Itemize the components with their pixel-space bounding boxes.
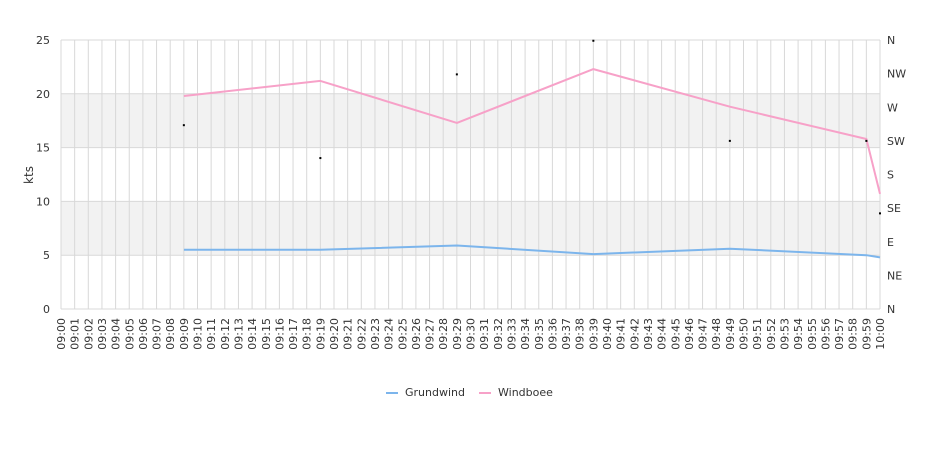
x-tick-label: 09:11 (205, 318, 218, 350)
x-tick-label: 09:20 (328, 318, 341, 350)
x-tick-label: 09:47 (697, 318, 710, 350)
legend-label[interactable]: Windboee (498, 386, 553, 399)
x-tick-label: 09:51 (751, 318, 764, 350)
y-axis-title: kts (22, 166, 36, 184)
direction-point (728, 139, 731, 142)
x-tick-label: 09:48 (710, 318, 723, 350)
direction-point (592, 39, 595, 42)
legend-label[interactable]: Grundwind (405, 386, 465, 399)
x-tick-label: 09:52 (765, 318, 778, 350)
x-tick-label: 09:17 (287, 318, 300, 350)
x-tick-label: 09:38 (574, 318, 587, 350)
direction-point (865, 139, 868, 142)
x-tick-label: 09:39 (587, 318, 600, 350)
legend: Grundwind Windboee (386, 386, 553, 399)
y-tick-label: 20 (36, 88, 50, 101)
x-tick-label: 09:19 (314, 318, 327, 350)
x-tick-label: 09:54 (792, 318, 805, 350)
x-tick-label: 09:10 (192, 318, 205, 350)
y2-tick-label: S (887, 169, 894, 182)
x-tick-label: 09:26 (410, 318, 423, 350)
x-tick-label: 09:02 (82, 318, 95, 350)
series-line-windboee (183, 68, 881, 195)
x-tick-label: 09:50 (738, 318, 751, 350)
y2-tick-label: N (887, 34, 895, 47)
y-tick-label: 10 (36, 195, 50, 208)
x-tick-label: 09:40 (601, 318, 614, 350)
series-lines (183, 68, 881, 259)
x-tick-label: 09:13 (232, 318, 245, 350)
direction-point (319, 157, 322, 160)
x-tick-label: 09:31 (478, 318, 491, 350)
x-tick-label: 09:14 (246, 318, 259, 350)
x-tick-label: 09:53 (778, 318, 791, 350)
x-tick-label: 09:05 (123, 318, 136, 350)
x-tick-label: 09:58 (847, 318, 860, 350)
y-tick-label: 0 (43, 303, 50, 316)
x-tick-label: 09:59 (860, 318, 873, 350)
x-tick-label: 09:41 (615, 318, 628, 350)
y2-tick-label: NW (887, 68, 906, 81)
y-axis-ticks: 0 5 10 15 20 25 (36, 34, 50, 316)
series-line-grundwind (183, 244, 881, 259)
x-tick-label: 09:29 (451, 318, 464, 350)
x-tick-label: 09:18 (301, 318, 314, 350)
x-tick-label: 09:23 (369, 318, 382, 350)
x-tick-label: 09:04 (110, 318, 123, 350)
x-tick-label: 09:21 (342, 318, 355, 350)
x-tick-label: 10:00 (874, 318, 887, 350)
x-tick-label: 09:22 (355, 318, 368, 350)
y2-tick-label: SW (887, 135, 905, 148)
y2-tick-label: W (887, 101, 898, 114)
x-tick-label: 09:01 (69, 318, 82, 350)
x-tick-label: 09:34 (519, 318, 532, 350)
x-tick-label: 09:09 (178, 318, 191, 350)
direction-point (182, 124, 185, 127)
x-tick-label: 09:16 (273, 318, 286, 350)
x-tick-label: 09:03 (96, 318, 109, 350)
y2-tick-label: N (887, 303, 895, 316)
direction-point (879, 212, 881, 215)
y-tick-label: 25 (36, 34, 50, 47)
y2-tick-label: SE (887, 202, 901, 215)
x-tick-label: 09:33 (505, 318, 518, 350)
x-tick-label: 09:57 (833, 318, 846, 350)
x-tick-label: 09:28 (437, 318, 450, 350)
x-tick-label: 09:07 (151, 318, 164, 350)
x-tick-label: 09:49 (724, 318, 737, 350)
x-tick-label: 09:08 (164, 318, 177, 350)
x-tick-label: 09:56 (819, 318, 832, 350)
x-tick-label: 09:42 (628, 318, 641, 350)
x-tick-label: 09:37 (560, 318, 573, 350)
x-tick-label: 09:06 (137, 318, 150, 350)
x-tick-label: 09:12 (219, 318, 232, 350)
x-tick-label: 09:30 (465, 318, 478, 350)
x-tick-label: 09:36 (546, 318, 559, 350)
x-tick-label: 09:25 (396, 318, 409, 350)
y-tick-label: 15 (36, 142, 50, 155)
x-tick-label: 09:24 (383, 318, 396, 350)
x-tick-label: 09:00 (55, 318, 68, 350)
y-tick-label: 5 (43, 249, 50, 262)
x-axis-ticks: 09:00 09:01 09:02 09:03 09:04 09:05 09:06 09:07… (55, 318, 887, 350)
x-tick-label: 09:45 (669, 318, 682, 350)
direction-point (455, 73, 458, 76)
grid-lines (60, 39, 881, 310)
y2-axis-ticks: N NE E SE S SW W NW N (887, 34, 906, 316)
direction-points (182, 39, 881, 215)
y2-tick-label: NE (887, 269, 902, 282)
x-tick-label: 09:35 (533, 318, 546, 350)
x-tick-label: 09:44 (656, 318, 669, 350)
y2-tick-label: E (887, 236, 894, 249)
x-tick-label: 09:15 (260, 318, 273, 350)
x-tick-label: 09:27 (424, 318, 437, 350)
x-tick-label: 09:32 (492, 318, 505, 350)
x-tick-label: 09:43 (642, 318, 655, 350)
x-tick-label: 09:46 (683, 318, 696, 350)
x-tick-label: 09:55 (806, 318, 819, 350)
